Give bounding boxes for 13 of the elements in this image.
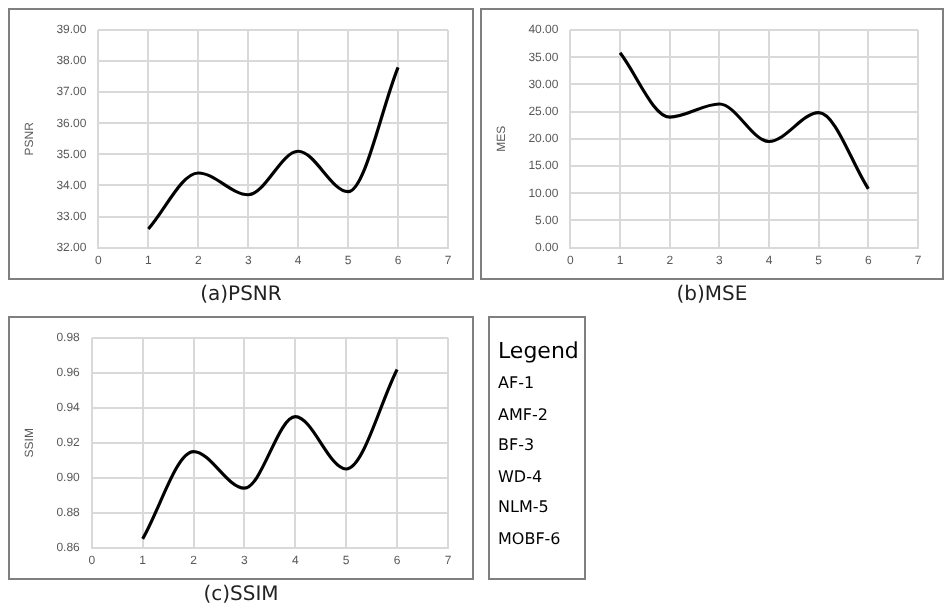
text: WD-4 [498, 465, 545, 489]
line-series [618, 51, 870, 191]
text: (c)SSIM [201, 584, 281, 606]
line-series [141, 367, 399, 541]
text: NLM-5 [498, 496, 551, 520]
text: (a)PSNR [198, 284, 284, 306]
text: AF-1 [498, 372, 537, 396]
line-series [146, 65, 400, 231]
text: Legend [498, 338, 579, 364]
text: (b)MSE [674, 284, 750, 306]
text: AMF-2 [498, 403, 550, 427]
text: MOBF-6 [498, 527, 563, 551]
text: BF-3 [498, 434, 537, 458]
